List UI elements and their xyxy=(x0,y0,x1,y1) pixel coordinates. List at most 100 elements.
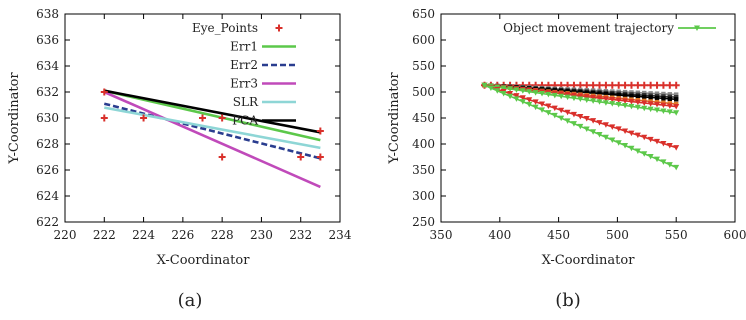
trajectory-marker xyxy=(615,97,622,104)
legend-marker-eye-points xyxy=(275,24,283,32)
trajectory-marker xyxy=(622,93,628,98)
trajectory-marker xyxy=(487,85,494,91)
trajectory-marker xyxy=(622,142,629,149)
trajectory-marker xyxy=(578,90,583,95)
series-line-pca xyxy=(104,89,321,134)
trajectory-marker xyxy=(628,130,635,137)
eye-point-marker xyxy=(218,114,226,122)
trajectory-marker xyxy=(654,91,660,96)
trajectory-marker xyxy=(596,99,603,105)
panel-a-ytick-label: 632 xyxy=(36,85,59,99)
panel-b-chart: Y-Coordinator X-Coordinator (b) 350 400 45… xyxy=(387,7,746,311)
legend-marker-trajectory xyxy=(694,25,700,31)
legend-label-eye-points: Eye_Points xyxy=(192,21,258,35)
trajectory-marker xyxy=(642,94,647,100)
trajectory-marker xyxy=(545,110,552,116)
trajectory-marker xyxy=(647,81,655,89)
panel-a-ytick-label: 624 xyxy=(36,189,59,203)
trajectory-marker xyxy=(576,81,584,89)
trajectory-marker xyxy=(666,81,674,89)
panel-b-ytick-label: 450 xyxy=(412,111,435,125)
trajectory-marker xyxy=(615,140,622,146)
trajectory-marker xyxy=(640,81,648,89)
trajectory-marker xyxy=(481,82,488,89)
trajectory-marker xyxy=(583,94,590,100)
trajectory-marker xyxy=(622,102,629,109)
panel-a-xtick-label: 230 xyxy=(250,228,273,242)
trajectory-marker xyxy=(629,93,634,99)
eye-point-marker xyxy=(316,127,324,135)
panel-b-xtick-label: 450 xyxy=(547,228,570,242)
trajectory-marker xyxy=(673,104,680,110)
trajectory-marker xyxy=(507,86,514,92)
trajectory-marker xyxy=(647,153,654,160)
eye-point-marker xyxy=(218,153,226,161)
trajectory-marker xyxy=(602,96,609,102)
trajectory-marker xyxy=(500,90,507,97)
trajectory-marker xyxy=(654,156,661,163)
trajectory-marker xyxy=(647,101,654,107)
trajectory-marker xyxy=(532,90,539,96)
trajectory-marker xyxy=(597,91,602,96)
panel-a-xtick-label: 224 xyxy=(132,228,155,242)
eye-point-marker xyxy=(140,114,148,122)
trajectory-marker xyxy=(641,105,648,112)
eye-point-marker xyxy=(316,153,324,161)
panel-b-ytick-label: 350 xyxy=(412,163,435,177)
trajectory-marker xyxy=(513,87,520,93)
trajectory-marker xyxy=(648,91,653,96)
panel-b-ytick-label: 250 xyxy=(412,215,435,229)
trajectory-marker xyxy=(667,101,673,106)
panel-a-xtick-label: 222 xyxy=(93,228,116,242)
trajectory-marker xyxy=(661,96,666,101)
trajectory-marker xyxy=(654,107,661,114)
trajectory-marker xyxy=(532,99,539,105)
trajectory-marker xyxy=(519,95,526,101)
trajectory-marker xyxy=(641,134,648,141)
trajectory-marker xyxy=(653,81,661,89)
legend-label-err2: Err2 xyxy=(230,58,258,72)
trajectory-marker xyxy=(661,91,666,97)
trajectory-marker xyxy=(577,113,584,120)
trajectory-marker xyxy=(609,96,616,103)
trajectory-marker xyxy=(519,99,526,105)
trajectory-marker xyxy=(494,88,501,94)
trajectory-marker xyxy=(583,116,590,122)
panel-b-xlabel: X-Coordinator xyxy=(542,253,636,268)
trajectory-marker xyxy=(654,138,661,145)
trajectory-marker xyxy=(545,103,552,110)
trajectory-marker xyxy=(628,145,635,152)
trajectory-marker xyxy=(596,81,604,89)
trajectory-marker xyxy=(635,94,641,99)
panel-a-xtick-label: 234 xyxy=(329,228,352,242)
trajectory-marker xyxy=(660,102,667,109)
trajectory-marker xyxy=(577,123,584,130)
trajectory-marker xyxy=(583,126,590,133)
trajectory-marker xyxy=(590,118,597,124)
trajectory-marker xyxy=(616,92,621,98)
panel-b-xtick-label: 600 xyxy=(724,228,746,242)
trajectory-marker xyxy=(558,107,565,114)
trajectory-marker xyxy=(673,145,680,151)
series-line-err2 xyxy=(103,102,321,160)
trajectory-marker xyxy=(648,95,653,100)
panel-b-ylabel: Y-Coordinator xyxy=(387,72,402,165)
trajectory-marker xyxy=(610,92,615,97)
panel-b-ytick-label: 400 xyxy=(412,137,435,151)
trajectory-marker xyxy=(634,81,642,89)
trajectory-marker xyxy=(551,105,558,112)
trajectory-marker xyxy=(551,112,558,119)
trajectory-marker xyxy=(602,122,609,128)
panel-b-xtick-label: 500 xyxy=(606,228,629,242)
panel-a-caption: (a) xyxy=(178,290,203,311)
trajectory-marker xyxy=(570,92,577,99)
panel-a-chart: Y-Coordinator X-Coordinator (a) 220 222 22… xyxy=(7,7,352,311)
trajectory-marker xyxy=(609,137,616,144)
trajectory-marker xyxy=(532,104,539,111)
trajectory-marker xyxy=(659,81,667,89)
series-line-err3 xyxy=(103,90,321,189)
trajectory-marker xyxy=(673,164,680,171)
trajectory-marker xyxy=(674,97,679,102)
trajectory-marker xyxy=(634,99,641,106)
